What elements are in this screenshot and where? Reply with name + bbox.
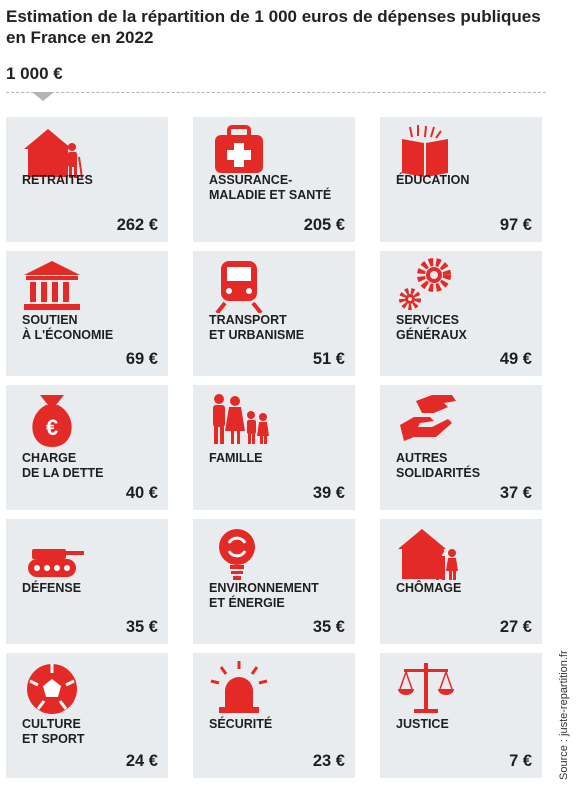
- spending-tile: ASSURANCE- MALADIE ET SANTÉ 205 €: [193, 117, 355, 242]
- tile-label: CHARGE DE LA DETTE: [22, 451, 104, 480]
- spending-tile: AUTRES SOLIDARITÉS 37 €: [380, 385, 542, 510]
- dashed-divider: [6, 92, 546, 93]
- source-text: Source : juste-repartition.fr: [558, 650, 570, 780]
- tile-value: 205 €: [303, 216, 345, 234]
- spending-tile: € CHARGE DE LA DETTE 40 €: [6, 385, 168, 510]
- chart-title: Estimation de la répartition de 1 000 eu…: [6, 7, 541, 47]
- total-amount: 1 000 €: [6, 64, 63, 83]
- svg-text:€: €: [46, 415, 58, 440]
- tile-label: ÉDUCATION: [396, 173, 470, 187]
- tile-label: ENVIRONNEMENT ET ÉNERGIE: [209, 581, 319, 610]
- spending-tile: DÉFENSE 35 €: [6, 519, 168, 644]
- tile-value: 69 €: [125, 350, 158, 368]
- spending-tile: SOUTIEN À L'ÉCONOMIE 69 €: [6, 251, 168, 376]
- spending-tile: SERVICES GÉNÉRAUX 49 €: [380, 251, 542, 376]
- house-family-icon: [396, 525, 460, 581]
- tile-value: 51 €: [312, 350, 345, 368]
- tile-value: 39 €: [312, 484, 345, 502]
- spending-tile: ÉDUCATION 97 €: [380, 117, 542, 242]
- tile-value: 23 €: [312, 752, 345, 770]
- tile-value: 7 €: [509, 752, 532, 770]
- euro-money-bag-icon: €: [22, 391, 86, 447]
- tile-value: 35 €: [312, 618, 345, 636]
- spending-tile: JUSTICE 7 €: [380, 653, 542, 778]
- tile-value: 24 €: [125, 752, 158, 770]
- tile-label: CHÔMAGE: [396, 581, 462, 595]
- tile-label: JUSTICE: [396, 717, 449, 731]
- medical-kit-icon: [209, 123, 273, 179]
- pointer-triangle: [32, 92, 54, 101]
- recycle-bulb-icon: [209, 525, 273, 581]
- tile-label: SOUTIEN À L'ÉCONOMIE: [22, 313, 114, 342]
- tile-value: 37 €: [499, 484, 532, 502]
- family-icon: [209, 391, 273, 447]
- spending-tile: CHÔMAGE 27 €: [380, 519, 542, 644]
- tile-label: RETRAITES: [22, 173, 93, 187]
- scales-icon: [396, 659, 460, 715]
- tile-value: 35 €: [125, 618, 158, 636]
- spending-tile: SÉCURITÉ 23 €: [193, 653, 355, 778]
- tile-label: ASSURANCE- MALADIE ET SANTÉ: [209, 173, 332, 202]
- spending-tile: RETRAITES 262 €: [6, 117, 168, 242]
- house-elderly-icon: [22, 123, 86, 179]
- train-icon: [209, 257, 273, 315]
- tile-label: SERVICES GÉNÉRAUX: [396, 313, 467, 342]
- bank-building-icon: [22, 257, 86, 313]
- siren-icon: [209, 659, 273, 715]
- spending-tile: CULTURE ET SPORT 24 €: [6, 653, 168, 778]
- gears-icon: [396, 257, 460, 313]
- spending-tile: FAMILLE 39 €: [193, 385, 355, 510]
- source-note: Source : juste-repartition.fr: [557, 640, 573, 780]
- tile-label: SÉCURITÉ: [209, 717, 273, 731]
- tile-label: AUTRES SOLIDARITÉS: [396, 451, 481, 480]
- football-icon: [22, 659, 86, 715]
- helping-hands-icon: [396, 391, 460, 447]
- tile-label: FAMILLE: [209, 451, 263, 465]
- tile-value: 97 €: [499, 216, 532, 234]
- spending-tile: ENVIRONNEMENT ET ÉNERGIE 35 €: [193, 519, 355, 644]
- spending-tile: TRANSPORT ET URBANISME 51 €: [193, 251, 355, 376]
- book-icon: [396, 123, 460, 179]
- tile-value: 262 €: [116, 216, 158, 234]
- tile-label: DÉFENSE: [22, 581, 82, 595]
- tile-label: TRANSPORT ET URBANISME: [209, 313, 305, 342]
- tank-icon: [22, 525, 86, 581]
- tile-value: 49 €: [499, 350, 532, 368]
- tile-value: 27 €: [499, 618, 532, 636]
- tile-value: 40 €: [125, 484, 158, 502]
- tile-label: CULTURE ET SPORT: [22, 717, 85, 746]
